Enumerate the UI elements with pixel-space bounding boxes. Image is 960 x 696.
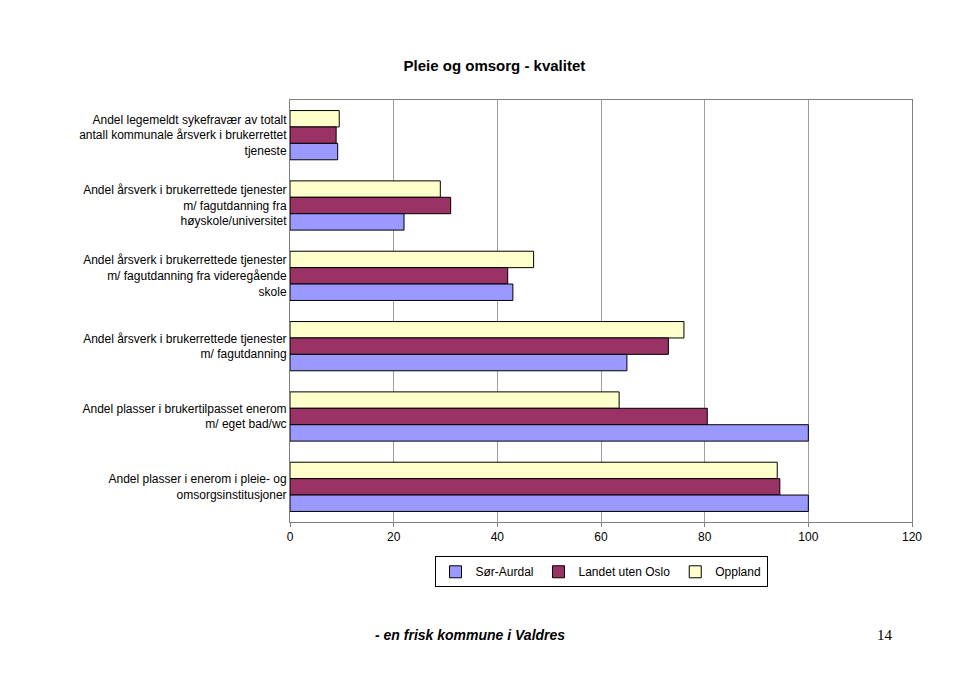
svg-text:Pleie og omsorg - kvalitet: Pleie og omsorg - kvalitet <box>404 57 586 74</box>
svg-text:Landet uten Oslo: Landet uten Oslo <box>579 565 671 579</box>
svg-text:Andel årsverk i brukerrettede: Andel årsverk i brukerrettede tjenesterm… <box>83 332 286 362</box>
svg-text:Andel legemeldt sykefravær av: Andel legemeldt sykefravær av totaltanta… <box>79 113 287 158</box>
svg-text:Andel plasser i brukertilpasse: Andel plasser i brukertilpasset eneromm/… <box>82 402 286 432</box>
svg-text:100: 100 <box>798 530 818 544</box>
svg-text:60: 60 <box>594 530 608 544</box>
svg-text:- en frisk kommune i Valdres: - en frisk kommune i Valdres <box>375 627 565 643</box>
svg-text:80: 80 <box>698 530 712 544</box>
svg-text:Andel årsverk i brukerrettede: Andel årsverk i brukerrettede tjenesterm… <box>83 253 287 298</box>
svg-text:14: 14 <box>877 627 893 643</box>
svg-text:Andel årsverk i brukerrettede: Andel årsverk i brukerrettede tjenesterm… <box>83 183 287 228</box>
svg-text:Oppland: Oppland <box>715 565 760 579</box>
svg-text:40: 40 <box>491 530 505 544</box>
svg-text:0: 0 <box>287 530 294 544</box>
svg-text:Andel plasser i enerom i pleie: Andel plasser i enerom i pleie- ogomsorg… <box>108 472 286 502</box>
svg-text:20: 20 <box>387 530 401 544</box>
svg-text:Sør-Aurdal: Sør-Aurdal <box>476 565 534 579</box>
svg-text:120: 120 <box>902 530 922 544</box>
